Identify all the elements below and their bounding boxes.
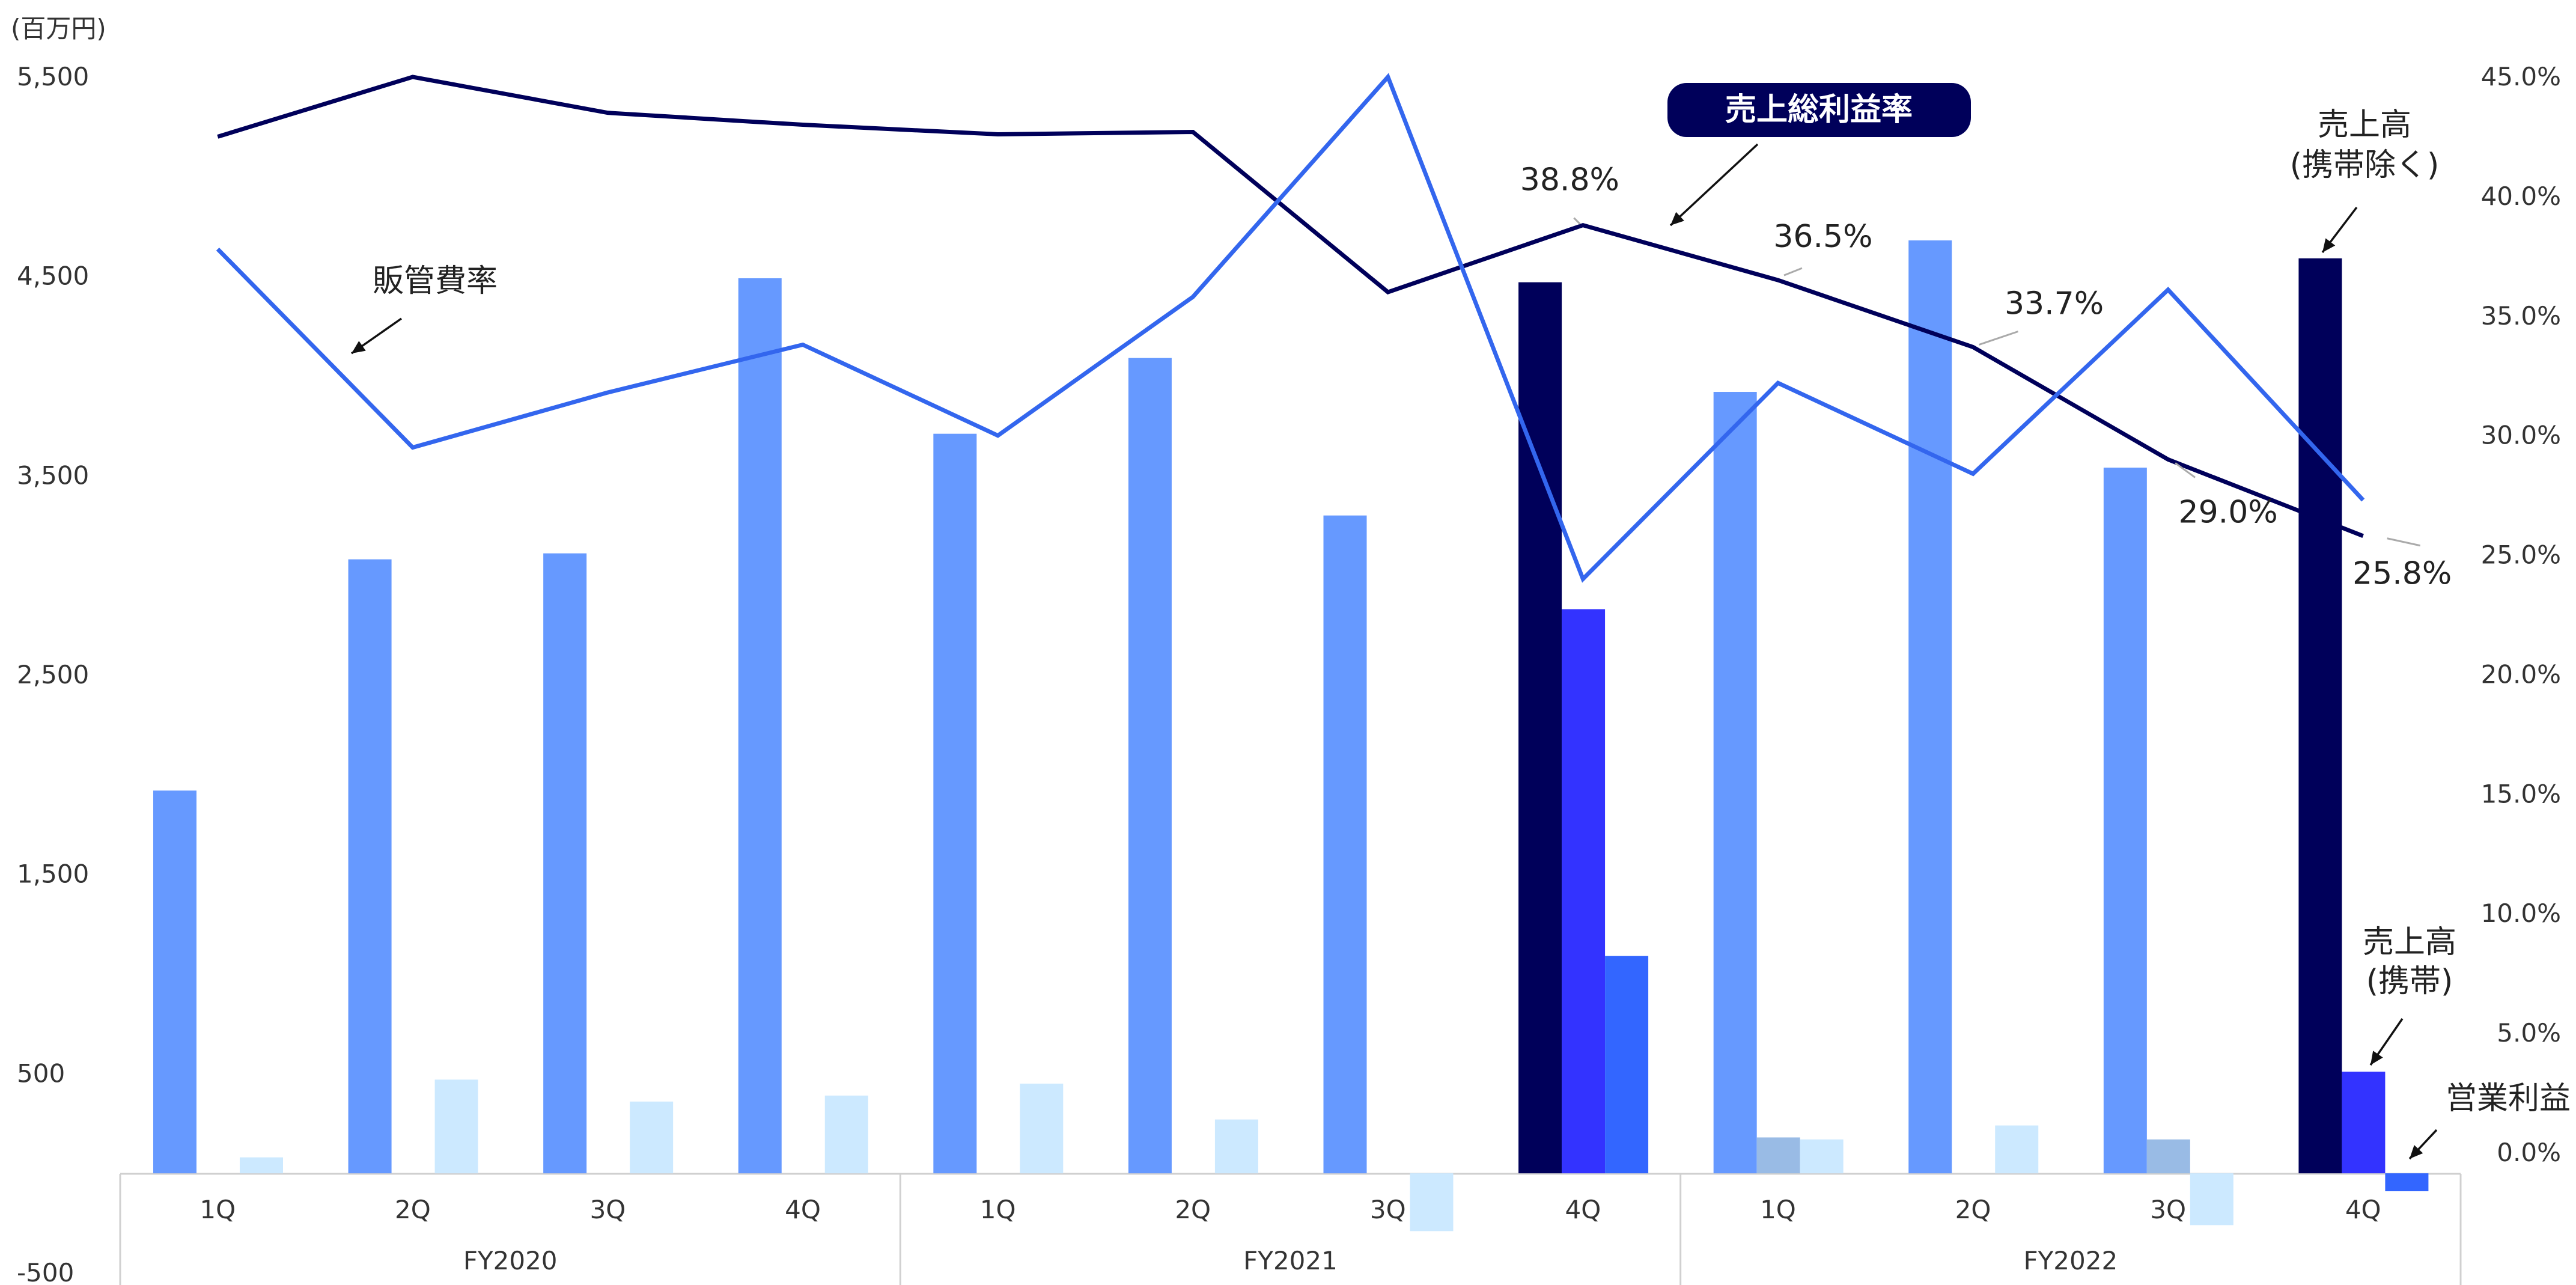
bar-small xyxy=(1756,1137,1800,1174)
y-right-tick-label: 40.0% xyxy=(2481,182,2561,211)
bar-sales xyxy=(1713,392,1757,1174)
bar-operating-profit xyxy=(240,1157,283,1174)
y-right-tick-label: 45.0% xyxy=(2481,62,2561,91)
bar-operating-profit xyxy=(1020,1083,1064,1174)
x-group-label: FY2022 xyxy=(2023,1246,2118,1275)
x-tick-label: 1Q xyxy=(980,1195,1016,1224)
gross-margin-arrow-head xyxy=(1670,212,1684,225)
y-right-tick-label: 25.0% xyxy=(2481,540,2561,570)
x-tick-label: 4Q xyxy=(2345,1195,2381,1224)
x-group-label: FY2021 xyxy=(1243,1246,1338,1275)
x-tick-label: 3Q xyxy=(2150,1195,2186,1224)
y-left-tick-label: 4,500 xyxy=(17,261,89,291)
annotations-layer: 38.8%36.5%33.7%29.0%25.8%売上総利益率販管費率売上高(携… xyxy=(350,83,2571,1160)
x-tick-label: 1Q xyxy=(199,1195,236,1224)
bar-sales-ex-mobile xyxy=(2298,258,2342,1174)
y-right-tick-label: 15.0% xyxy=(2481,779,2561,808)
sga-ratio-line xyxy=(216,73,2365,583)
bar-sales xyxy=(543,553,587,1174)
gross-margin-data-label: 38.8% xyxy=(1520,162,1619,198)
bar-sales xyxy=(933,433,977,1174)
bar-sales-mobile xyxy=(2342,1072,2386,1174)
y-right-tick-label: 10.0% xyxy=(2481,899,2561,928)
y-left-tick-label: 500 xyxy=(17,1058,65,1088)
bar-sales xyxy=(348,559,392,1174)
bar-sales xyxy=(153,790,196,1174)
x-tick-label: 3Q xyxy=(590,1195,626,1224)
sga-ratio-arrow-head xyxy=(352,341,366,353)
x-tick-label: 2Q xyxy=(395,1195,431,1224)
y-unit-label: (百万円) xyxy=(11,14,106,43)
data-label-leader xyxy=(1979,331,2019,346)
lines-layer xyxy=(216,73,2365,583)
bar-sales xyxy=(1908,240,1952,1174)
y-left-tick-label: 1,500 xyxy=(17,859,89,889)
x-tick-label: 2Q xyxy=(1175,1195,1211,1224)
bar-sales xyxy=(2103,468,2147,1174)
bar-sales xyxy=(738,278,782,1174)
bar-operating-profit xyxy=(630,1101,674,1174)
x-tick-label: 2Q xyxy=(1955,1195,1991,1224)
sales-mobile-label: 売上高 xyxy=(2363,924,2456,960)
y-right-tick-label: 5.0% xyxy=(2497,1018,2561,1048)
y-right-tick-label: 20.0% xyxy=(2481,659,2561,689)
bar-operating-profit xyxy=(434,1079,478,1174)
bar-operating-profit xyxy=(1800,1139,1844,1174)
sales-ex-mobile-arrow-head xyxy=(2322,238,2336,252)
x-group-label: FY2020 xyxy=(463,1246,558,1275)
gross-margin-tag xyxy=(1667,83,1971,137)
gross-margin-tag-label: 売上総利益率 xyxy=(1725,92,1913,128)
sales-ex-mobile-label-2: (携帯除く) xyxy=(2290,147,2440,183)
bar-operating-profit xyxy=(1995,1125,2039,1174)
data-label-leader xyxy=(1783,267,1803,276)
bar-operating-profit xyxy=(1214,1119,1258,1174)
x-tick-label: 1Q xyxy=(1760,1195,1796,1224)
gross-margin-line xyxy=(217,75,2364,538)
y-left-tick-label: 2,500 xyxy=(17,660,89,689)
x-tick-label: 4Q xyxy=(1565,1195,1601,1224)
operating-profit-arrow-head xyxy=(2410,1145,2423,1159)
data-label-leader xyxy=(2387,537,2421,547)
y-right-tick-label: 35.0% xyxy=(2481,301,2561,331)
sales-mobile-arrow-head xyxy=(2370,1051,2383,1065)
sales-ex-mobile-label: 売上高 xyxy=(2318,107,2411,143)
y-right-tick-label: 0.0% xyxy=(2497,1138,2561,1167)
bar-sales-mobile xyxy=(1562,609,1606,1174)
gross-margin-data-label: 29.0% xyxy=(2179,494,2278,530)
bar-operating-profit xyxy=(2190,1173,2233,1225)
gross-margin-arrow xyxy=(1669,143,1759,227)
bar-operating-profit xyxy=(824,1095,868,1174)
gross-margin-data-label: 25.8% xyxy=(2352,556,2452,592)
data-label-leader xyxy=(1573,217,1581,225)
bar-small xyxy=(2146,1139,2190,1174)
y-left-tick-label: 5,500 xyxy=(17,62,89,91)
bar-operating-profit xyxy=(1410,1173,1454,1232)
gross-margin-data-label: 33.7% xyxy=(2005,285,2104,322)
data-label-leader xyxy=(2175,462,2196,478)
axes-layer: 5,500 4,500 3,500 2,500 1,500 500 -500 45.0% 40.… xyxy=(17,62,2561,1285)
x-tick-label: 3Q xyxy=(1370,1195,1406,1224)
y-left-tick-label: 3,500 xyxy=(17,460,89,490)
bars-layer xyxy=(153,240,2429,1232)
bar-sales xyxy=(1128,358,1172,1174)
sales-mobile-label-2: (携帯) xyxy=(2366,963,2453,1000)
bar-sales-ex-mobile xyxy=(1518,282,1562,1174)
y-right-tick-label: 30.0% xyxy=(2481,421,2561,450)
bar-operating-profit xyxy=(2385,1173,2429,1192)
bar-sales xyxy=(1323,515,1367,1174)
x-tick-label: 4Q xyxy=(785,1195,821,1224)
gross-margin-data-label: 36.5% xyxy=(1773,219,1872,255)
sga-ratio-label: 販管費率 xyxy=(373,263,498,299)
operating-profit-label: 営業利益 xyxy=(2446,1081,2571,1117)
y-left-tick-label: -500 xyxy=(17,1258,74,1285)
bar-operating-profit xyxy=(1605,956,1649,1174)
